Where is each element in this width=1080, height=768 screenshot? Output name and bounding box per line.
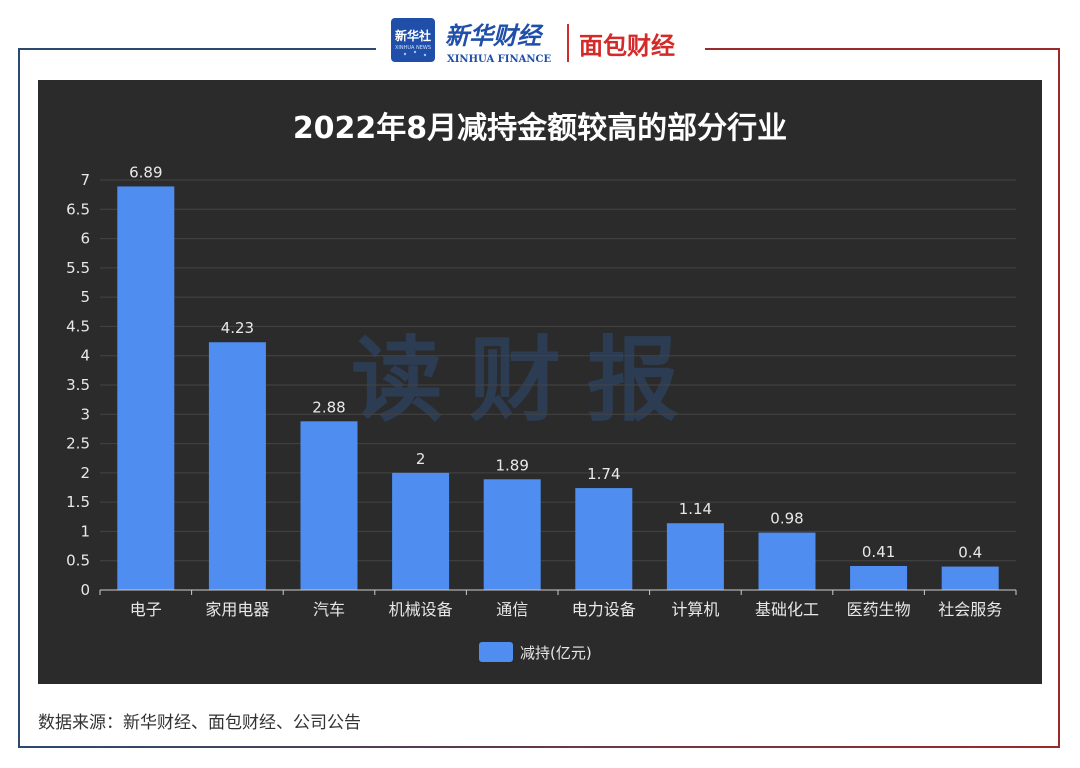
- legend-label: 减持(亿元): [520, 644, 592, 662]
- header-logos: 新华社 XINHUA NEWS 新华财经 XINHUA FINANCE 面包财经: [391, 18, 675, 65]
- y-tick-label: 4.5: [66, 317, 90, 335]
- x-tick-label: 机械设备: [389, 600, 453, 619]
- bar: [117, 186, 175, 590]
- xinhua-finance-subname: XINHUA FINANCE: [447, 54, 551, 65]
- x-tick-label: 基础化工: [755, 600, 819, 619]
- grid-lines: [100, 179, 1016, 562]
- frame-top-left-line: [18, 48, 376, 50]
- data-label: 1.14: [679, 500, 712, 518]
- frame-top-right-line: [705, 48, 1060, 50]
- xinhua-badge-icon: [391, 18, 435, 62]
- x-tick-label: 计算机: [671, 600, 719, 619]
- y-tick-label: 4: [80, 347, 90, 365]
- data-label: 6.89: [129, 163, 162, 181]
- data-label: 0.4: [958, 544, 982, 562]
- bar: [392, 472, 450, 590]
- watermark-text: 读财报: [351, 326, 705, 434]
- y-tick-label: 5.5: [66, 259, 90, 277]
- frame-right-line: [1058, 48, 1060, 748]
- bar: [208, 342, 266, 590]
- mianbao-finance-name: 面包财经: [579, 32, 675, 60]
- legend-swatch: [479, 642, 513, 662]
- data-label: 1.89: [495, 456, 528, 474]
- y-tick-label: 0: [80, 581, 90, 599]
- x-tick-label: 社会服务: [938, 600, 1002, 619]
- bars: 6.89 4.23 2.88 2 1.89 1.74 1.14 0.98 0.41 0.4: [117, 163, 999, 590]
- bar: [666, 523, 724, 590]
- chart-panel: 读财报 2022年8月减持金额较高的部分行业 0 0.5 1 1.5 2 2.5 3 3.5 4…: [38, 80, 1042, 684]
- source-note: 数据来源：新华财经、面包财经、公司公告: [38, 713, 361, 733]
- x-tick-label: 医药生物: [847, 600, 911, 619]
- bar: [483, 479, 541, 590]
- logo-separator: [567, 24, 569, 62]
- bar: [575, 488, 633, 590]
- x-tick-label: 家用电器: [205, 600, 269, 619]
- data-label: 1.74: [587, 465, 620, 483]
- bar: [850, 565, 908, 590]
- legend: 减持(亿元): [479, 642, 592, 662]
- data-label: 0.41: [862, 543, 895, 561]
- frame-left-line: [18, 48, 20, 748]
- y-tick-label: 2: [80, 464, 90, 482]
- y-tick-label: 3.5: [66, 376, 90, 394]
- y-tick-label: 6.5: [66, 200, 90, 218]
- x-tick-label: 通信: [496, 600, 528, 619]
- y-tick-label: 2.5: [66, 435, 90, 453]
- y-tick-label: 6: [80, 230, 90, 248]
- chart-title: 2022年8月减持金额较高的部分行业: [293, 111, 787, 146]
- x-axis: 电子 家用电器 汽车 机械设备 通信 电力设备 计算机 基础化工 医药生物 社会服务: [99, 589, 1017, 619]
- data-label: 2.88: [312, 398, 345, 416]
- bar-chart: 读财报 2022年8月减持金额较高的部分行业 0 0.5 1 1.5 2 2.5 3 3.5 4…: [66, 111, 1017, 662]
- y-tick-label: 1.5: [66, 493, 90, 511]
- y-tick-label: 1: [80, 522, 90, 540]
- data-label: 0.98: [770, 510, 803, 528]
- bar: [758, 532, 816, 590]
- y-tick-label: 7: [80, 171, 90, 189]
- y-axis: 0 0.5 1 1.5 2 2.5 3 3.5 4 4.5 5 5.5 6 6.5 7: [66, 171, 90, 599]
- x-tick-label: 电力设备: [572, 600, 636, 619]
- frame-bottom-line: [18, 746, 1060, 748]
- data-label: 4.23: [221, 319, 254, 337]
- y-tick-label: 0.5: [66, 552, 90, 570]
- data-label: 2: [416, 450, 426, 468]
- bar: [941, 566, 999, 590]
- x-tick-label: 电子: [130, 600, 162, 619]
- xinhua-badge-subtext: XINHUA NEWS: [395, 45, 431, 51]
- xinhua-finance-name: 新华财经: [445, 21, 544, 50]
- bar: [300, 421, 358, 590]
- y-tick-label: 5: [80, 288, 90, 306]
- y-tick-label: 3: [80, 405, 90, 423]
- x-tick-label: 汽车: [313, 600, 345, 619]
- xinhua-badge-text: 新华社: [395, 28, 431, 43]
